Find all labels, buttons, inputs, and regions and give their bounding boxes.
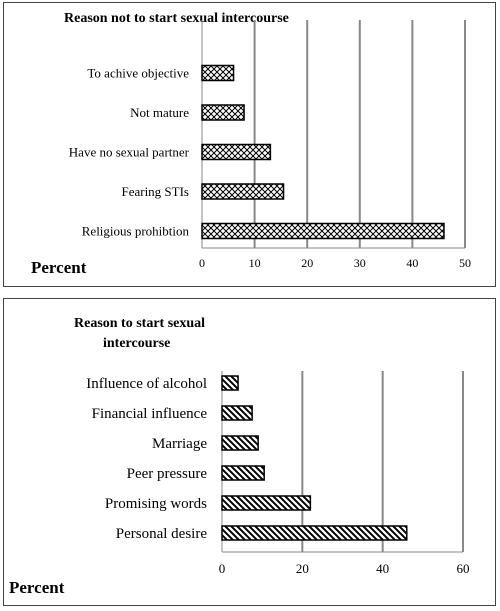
tick-label: 0 xyxy=(219,561,226,576)
tick-label: 10 xyxy=(249,256,261,270)
chart-panel-reason-to: Reason to start sexual intercourse Perce… xyxy=(3,298,496,606)
tick-label: 50 xyxy=(459,256,471,270)
x-axis-label: Percent xyxy=(31,258,87,277)
tick-label: 60 xyxy=(457,561,470,576)
bars xyxy=(221,375,408,541)
chart-reason-to-svg: Reason to start sexual intercourse Perce… xyxy=(9,316,470,597)
tick-label: 20 xyxy=(296,561,309,576)
bar xyxy=(221,405,253,421)
gridlines xyxy=(201,20,466,249)
bar xyxy=(201,143,272,161)
category-label: Marriage xyxy=(152,436,207,452)
bar xyxy=(221,465,265,481)
tick-label: 0 xyxy=(199,256,205,270)
bar xyxy=(201,104,245,121)
bar xyxy=(201,183,285,200)
bars xyxy=(201,64,445,240)
category-label: Influence of alcohol xyxy=(86,376,207,392)
chart-reason-not-svg: Reason not to start sexual intercourse P… xyxy=(31,11,471,277)
x-axis-label: Percent xyxy=(9,578,65,597)
category-label: Not mature xyxy=(130,105,189,120)
tick-label: 30 xyxy=(354,256,366,270)
category-label: Personal desire xyxy=(116,526,208,542)
category-label: Promising words xyxy=(105,496,207,512)
category-labels: To achive objective Not mature Have no sex… xyxy=(69,65,190,238)
category-label: Peer pressure xyxy=(127,466,208,482)
bar xyxy=(221,525,408,541)
bar xyxy=(221,435,259,451)
tick-labels: 0 20 40 60 xyxy=(219,561,470,576)
category-label: To achive objective xyxy=(87,65,189,80)
tick-label: 40 xyxy=(406,256,418,270)
bar xyxy=(201,222,445,240)
bar xyxy=(201,64,235,82)
chart-title-line-2: intercourse xyxy=(103,336,170,351)
category-label: Financial influence xyxy=(92,406,208,422)
category-label: Religious prohibtion xyxy=(82,223,190,238)
chart-title: Reason not to start sexual intercourse xyxy=(64,11,289,26)
tick-label: 20 xyxy=(301,256,313,270)
chart-title: Reason to start sexual intercourse xyxy=(74,316,209,351)
category-label: Have no sexual partner xyxy=(69,144,190,159)
tick-labels: 0 10 20 30 40 50 xyxy=(199,256,471,270)
bar xyxy=(221,375,239,391)
gridlines xyxy=(221,371,464,553)
chart-title-line-1: Reason to start sexual xyxy=(74,316,205,331)
category-label: Fearing STIs xyxy=(121,184,189,199)
category-labels: Influence of alcohol Financial influence M… xyxy=(86,376,207,542)
bar xyxy=(221,495,312,511)
tick-label: 40 xyxy=(376,561,389,576)
chart-panel-reason-not: Reason not to start sexual intercourse P… xyxy=(3,2,496,287)
